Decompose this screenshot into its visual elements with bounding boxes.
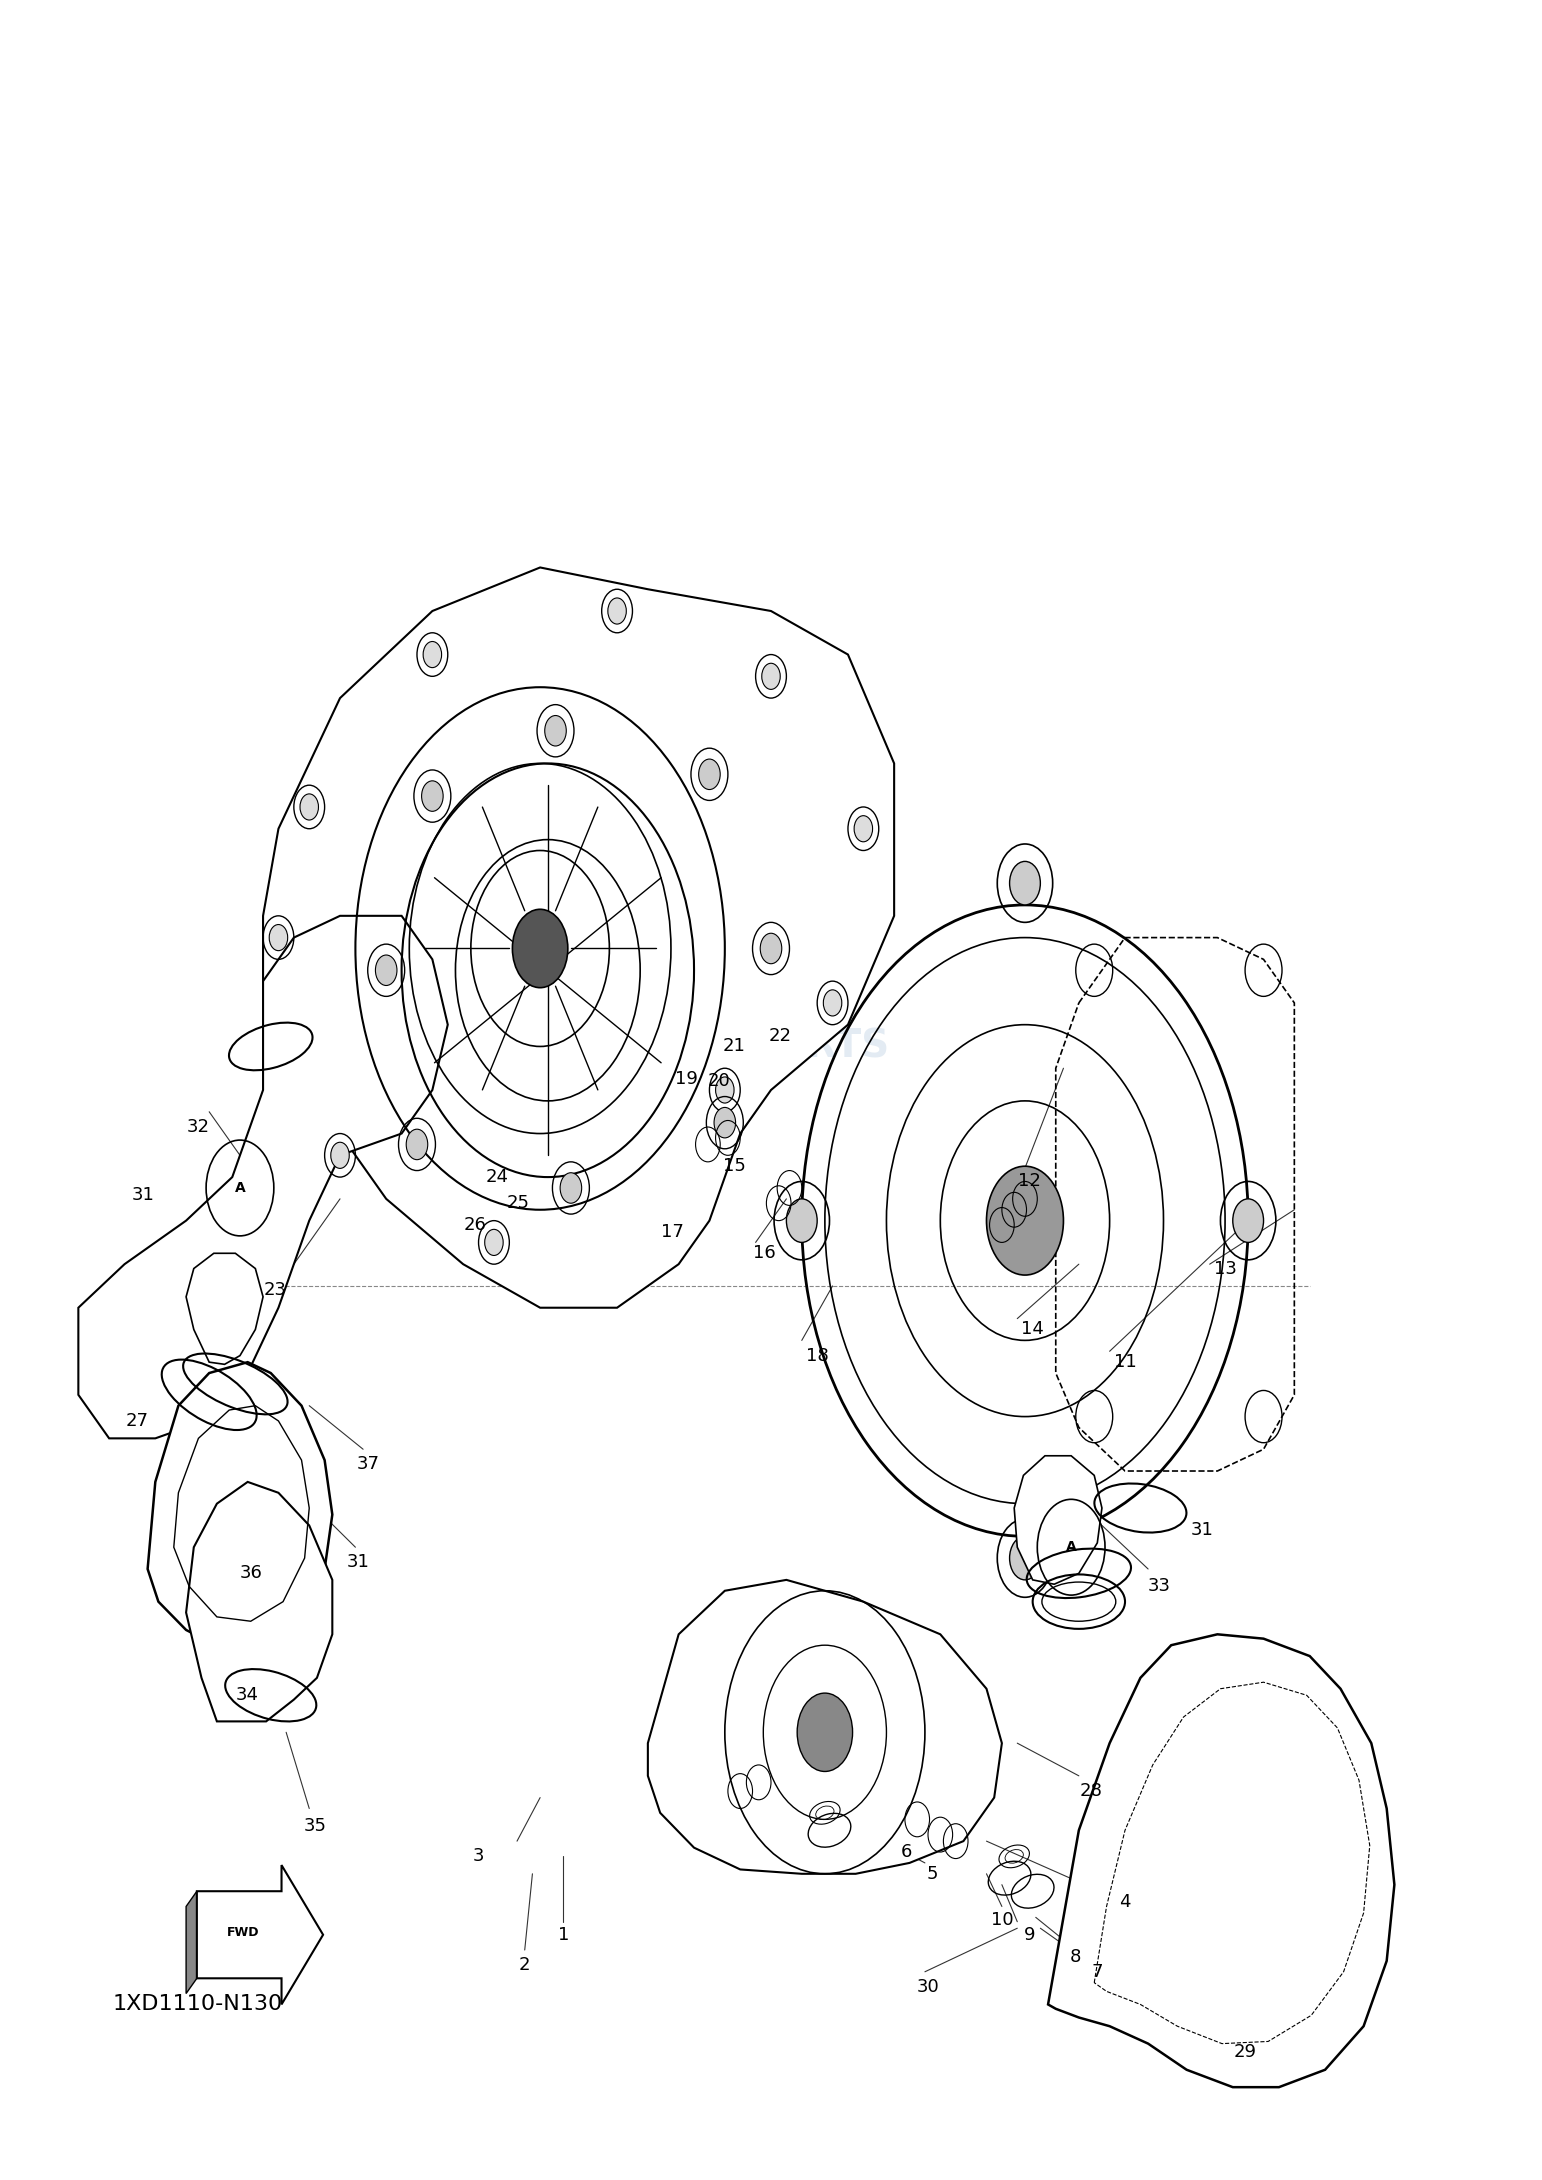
- Text: MOTORPARTS: MOTORPARTS: [591, 1027, 890, 1066]
- Polygon shape: [197, 1866, 324, 2003]
- Circle shape: [854, 815, 873, 841]
- Polygon shape: [1049, 1635, 1394, 2086]
- Circle shape: [512, 909, 567, 988]
- Text: 26: 26: [464, 1216, 487, 1234]
- Text: A: A: [1066, 1541, 1076, 1554]
- Text: 34: 34: [236, 1687, 259, 1705]
- Text: 2: 2: [520, 1955, 530, 1975]
- Text: 31: 31: [1190, 1522, 1214, 1539]
- Text: 12: 12: [1018, 1173, 1041, 1190]
- Circle shape: [484, 1230, 503, 1256]
- Text: 28: 28: [1079, 1781, 1103, 1801]
- Circle shape: [762, 663, 780, 689]
- Text: 14: 14: [1021, 1321, 1044, 1339]
- Circle shape: [1232, 1199, 1263, 1243]
- Text: 22: 22: [769, 1027, 791, 1044]
- Text: 31: 31: [347, 1554, 370, 1572]
- Polygon shape: [187, 1254, 264, 1365]
- Text: 17: 17: [662, 1223, 685, 1240]
- Polygon shape: [1015, 1456, 1103, 1585]
- Text: 29: 29: [1234, 2043, 1257, 2062]
- Circle shape: [987, 1166, 1064, 1275]
- Circle shape: [270, 924, 288, 950]
- Polygon shape: [79, 916, 447, 1439]
- Text: 33: 33: [1147, 1578, 1170, 1596]
- Polygon shape: [148, 1362, 333, 1650]
- Text: 3: 3: [473, 1846, 484, 1866]
- Text: 13: 13: [1214, 1260, 1237, 1277]
- Circle shape: [406, 1129, 427, 1160]
- Text: A: A: [234, 1182, 245, 1195]
- Text: 32: 32: [187, 1118, 210, 1136]
- Circle shape: [560, 1173, 581, 1203]
- Circle shape: [715, 1077, 734, 1103]
- Text: FWD: FWD: [227, 1927, 259, 1938]
- Text: 27: 27: [125, 1413, 148, 1430]
- Text: 25: 25: [507, 1195, 530, 1212]
- Text: 15: 15: [723, 1158, 745, 1175]
- Text: 31: 31: [131, 1186, 154, 1203]
- Circle shape: [421, 780, 443, 811]
- Circle shape: [760, 933, 782, 964]
- Polygon shape: [187, 1482, 333, 1722]
- Polygon shape: [648, 1580, 1002, 1875]
- Text: 10: 10: [990, 1910, 1013, 1929]
- Text: 30: 30: [916, 1977, 939, 1997]
- Circle shape: [1010, 1537, 1041, 1580]
- Circle shape: [786, 1199, 817, 1243]
- Circle shape: [423, 641, 441, 667]
- Text: 5: 5: [927, 1864, 939, 1884]
- Text: 7: 7: [1092, 1962, 1103, 1982]
- Circle shape: [544, 715, 566, 746]
- Text: 16: 16: [754, 1245, 776, 1262]
- Circle shape: [1010, 861, 1041, 905]
- Circle shape: [823, 990, 842, 1016]
- Text: 35: 35: [304, 1816, 327, 1836]
- Text: 1XD1110-N130: 1XD1110-N130: [113, 1995, 282, 2014]
- Text: 1: 1: [558, 1925, 569, 1945]
- Text: 37: 37: [356, 1456, 379, 1474]
- Text: 8: 8: [1070, 1947, 1081, 1966]
- Text: 23: 23: [264, 1282, 287, 1299]
- Circle shape: [797, 1694, 853, 1772]
- Text: 11: 11: [1113, 1354, 1136, 1371]
- Circle shape: [714, 1107, 736, 1138]
- Circle shape: [608, 597, 626, 623]
- Circle shape: [301, 794, 319, 820]
- Circle shape: [332, 1142, 348, 1168]
- Text: 19: 19: [675, 1070, 699, 1088]
- Text: 20: 20: [708, 1073, 729, 1090]
- Text: 18: 18: [806, 1347, 828, 1365]
- Text: 6: 6: [901, 1842, 913, 1862]
- Text: 36: 36: [239, 1565, 262, 1583]
- Circle shape: [699, 759, 720, 789]
- Polygon shape: [264, 567, 894, 1308]
- Text: 21: 21: [723, 1038, 745, 1055]
- Polygon shape: [187, 1892, 197, 1993]
- Text: 9: 9: [1024, 1925, 1035, 1945]
- Text: 24: 24: [486, 1168, 509, 1186]
- Circle shape: [375, 955, 396, 985]
- Text: 4: 4: [1119, 1892, 1130, 1912]
